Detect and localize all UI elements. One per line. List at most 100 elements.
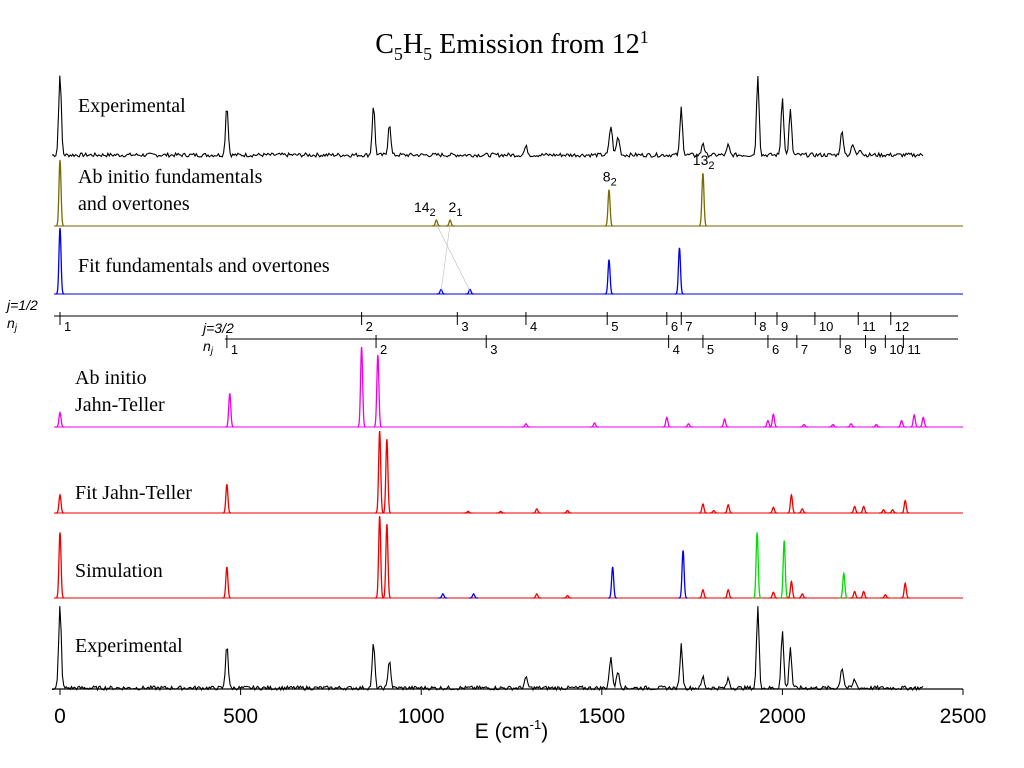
spectrum-peak <box>918 416 928 428</box>
panel-experimental-bottom: Experimental <box>52 606 924 692</box>
spectrum-trace <box>51 75 924 159</box>
level-tick-label: 6 <box>772 342 779 357</box>
spectrum-peak <box>786 493 796 514</box>
panel-label: Fit Jahn-Teller <box>75 482 192 504</box>
spectrum-peak <box>496 510 505 514</box>
spectrum-peak <box>768 591 778 599</box>
spectrum-peak <box>698 502 708 514</box>
peak-label: 132 <box>693 152 715 172</box>
spectrum-peak <box>850 590 859 599</box>
j-label: j=3/2 <box>201 320 234 336</box>
level-row-1: j=1/2nj 1 2 3 4 5 6 7 8 9 10 11 12 <box>5 297 958 334</box>
x-tick-label: 0 <box>54 705 66 728</box>
panel-fit-fundamentals: Fit fundamentals and overtones <box>54 227 963 295</box>
level-tick-label: 8 <box>759 319 766 334</box>
level-tick-label: 11 <box>862 319 876 334</box>
level-tick-label: 2 <box>366 319 373 334</box>
spectrum-peak <box>382 524 392 599</box>
panel-label: Fit fundamentals and overtones <box>78 255 330 277</box>
panel-simulation: Simulation <box>54 515 963 599</box>
spectrum-peak <box>900 581 910 599</box>
n-label: nj <box>7 315 18 334</box>
level-tick-label: 7 <box>801 342 808 357</box>
spectrum-peak <box>375 515 385 599</box>
spectrum-peak <box>55 532 65 599</box>
level-tick-label: 12 <box>895 319 909 334</box>
spectrum-peak <box>532 593 542 599</box>
level-tick-label: 1 <box>64 319 71 334</box>
spectrum-peak <box>909 413 919 428</box>
spectrum-peak <box>846 423 856 428</box>
spectrum-peak <box>887 509 897 514</box>
level-tick-label: 5 <box>707 342 714 357</box>
spectrum-peak <box>55 159 65 227</box>
x-axis-label: E (cm-1) <box>475 717 548 743</box>
level-tick-label: 4 <box>530 319 537 334</box>
assignment-connectors <box>436 223 471 292</box>
panel-label: Ab initio Jahn-Teller <box>75 367 165 416</box>
spectrum-peak <box>375 430 385 514</box>
panel-label: Experimental <box>75 635 183 657</box>
spectrum-peak <box>678 550 688 599</box>
x-tick-label: 500 <box>223 705 258 728</box>
spectrum-peak <box>674 247 684 295</box>
panel-experimental-top: Experimental <box>51 75 924 159</box>
level-tick-label: 4 <box>673 342 680 357</box>
level-tick-label: 5 <box>611 319 618 334</box>
level-tick-label: 10 <box>889 342 903 357</box>
peak-label: 142 <box>414 199 436 219</box>
spectrum-peak <box>532 508 542 514</box>
spectrum-peak <box>698 173 708 227</box>
spectrum-peak <box>719 418 729 428</box>
level-ladders: j=1/2nj 1 2 3 4 5 6 7 8 9 10 11 12j=3/2nj 1 2 3 4 5 6 7 8 9 10… <box>5 297 958 357</box>
x-tick-label: 2000 <box>759 705 806 728</box>
spectrum-peak <box>752 532 762 599</box>
spectrum-peak <box>709 509 719 514</box>
level-tick-label: 3 <box>490 342 497 357</box>
spectrum-peak <box>589 422 599 428</box>
spectrum-peak <box>768 506 778 514</box>
spectrum-peak <box>222 566 232 599</box>
spectrum-peak <box>662 416 672 428</box>
spectrum-peak <box>225 393 235 428</box>
spectrum-peak <box>871 423 881 428</box>
panel-label: Experimental <box>78 95 186 117</box>
spectrum-peak <box>779 540 789 599</box>
spectrum-peak <box>55 411 65 428</box>
spectrum-peak <box>859 505 868 514</box>
spectrum-peak <box>797 593 807 599</box>
spectrum-peak <box>896 419 906 428</box>
spectrum-peak <box>436 288 446 295</box>
panel-ab-initio-jahn-teller: Ab initio Jahn-Teller <box>54 346 963 428</box>
spectrum-peak <box>900 499 910 514</box>
spectrum-peak <box>604 259 614 295</box>
spectrum-peak <box>880 594 890 599</box>
level-tick-label: 1 <box>231 342 238 357</box>
spectrum-peak <box>723 588 733 599</box>
spectrum-peak <box>878 509 888 514</box>
j-label: j=1/2 <box>5 297 38 313</box>
spectrum-peak <box>468 593 478 599</box>
x-tick-label: 1000 <box>398 705 445 728</box>
panel-fit-jahn-teller: Fit Jahn-Teller <box>54 430 963 514</box>
level-tick-label: 9 <box>781 319 788 334</box>
spectrum-peak <box>438 593 448 599</box>
spectrum-peak <box>55 227 65 295</box>
n-label: nj <box>203 338 214 357</box>
spectrum-peak <box>859 590 868 599</box>
spectrum-peak <box>608 566 617 599</box>
level-row-2: j=3/2nj 1 2 3 4 5 6 7 8 9 10 11 <box>201 320 958 357</box>
level-tick-label: 6 <box>671 319 678 334</box>
spectrum-peak <box>683 423 693 428</box>
panel-label: Simulation <box>75 560 163 582</box>
level-tick-label: 7 <box>685 319 692 334</box>
spectrum-peak <box>463 510 473 514</box>
spectrum-peak <box>445 219 455 227</box>
x-axis: 0 500 1000 1500 2000 2500 E (cm-1) <box>52 688 986 743</box>
spectrum-peak <box>799 423 809 428</box>
spectrum-peak <box>562 594 572 599</box>
chart-title: C5H5 Emission from 121 <box>375 27 649 64</box>
spectrum-peak <box>222 484 232 514</box>
level-tick-label: 8 <box>844 342 851 357</box>
